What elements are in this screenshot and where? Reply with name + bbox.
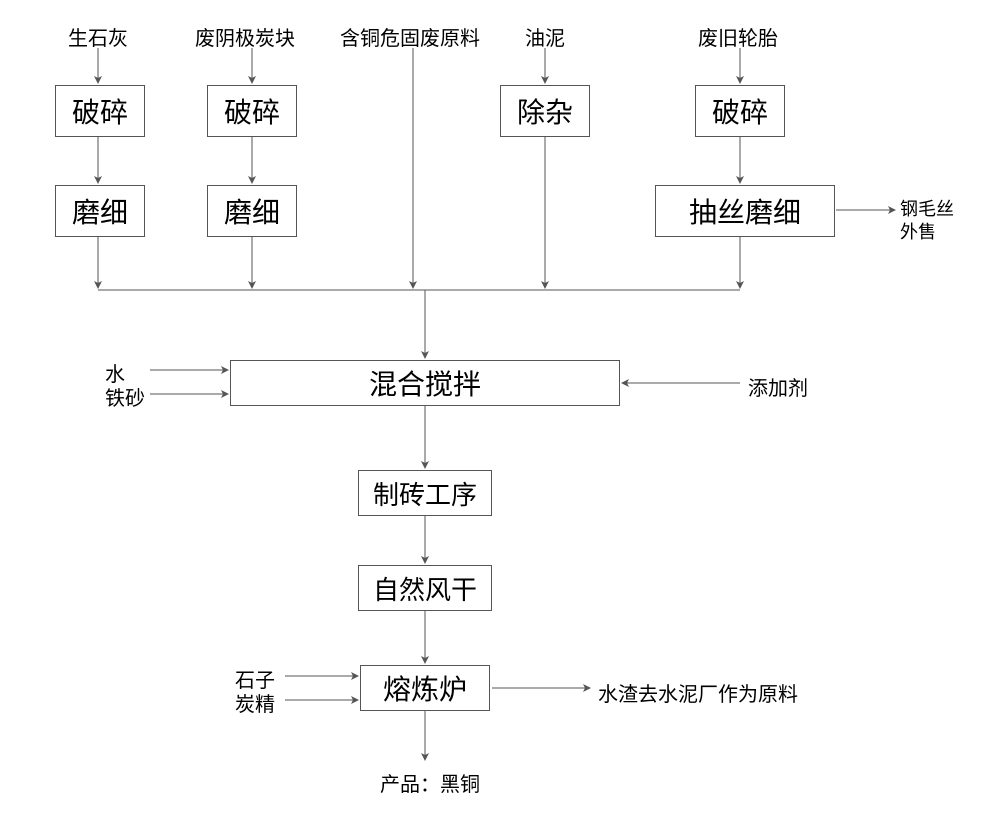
label-additive: 添加剂 xyxy=(748,372,808,401)
box-grind-2: 磨细 xyxy=(207,185,297,237)
box-crush-3: 破碎 xyxy=(695,85,785,137)
input-quicklime: 生石灰 xyxy=(68,22,128,51)
input-copper-waste: 含铜危固废原料 xyxy=(340,22,480,51)
box-furnace: 熔炼炉 xyxy=(360,665,490,711)
box-air-dry: 自然风干 xyxy=(358,565,492,611)
label-steel-wire-2: 外售 xyxy=(900,218,936,244)
input-cathode-carbon: 废阴极炭块 xyxy=(195,22,295,51)
box-crush-2: 破碎 xyxy=(207,85,297,137)
input-oil-sludge: 油泥 xyxy=(525,22,565,51)
box-remove-impurity: 除杂 xyxy=(500,85,590,137)
label-slag-out: 水渣去水泥厂作为原料 xyxy=(598,678,798,707)
box-mix-stir: 混合搅拌 xyxy=(230,360,620,406)
box-brick-process: 制砖工序 xyxy=(358,470,492,516)
input-waste-tires: 废旧轮胎 xyxy=(698,22,778,51)
box-grind-1: 磨细 xyxy=(55,185,145,237)
box-crush-1: 破碎 xyxy=(55,85,145,137)
label-carbon-fine: 炭精 xyxy=(235,688,275,717)
label-iron-sand: 铁砂 xyxy=(105,382,145,411)
box-wire-draw-grind: 抽丝磨细 xyxy=(655,185,835,237)
label-product: 产品：黑铜 xyxy=(380,768,480,797)
